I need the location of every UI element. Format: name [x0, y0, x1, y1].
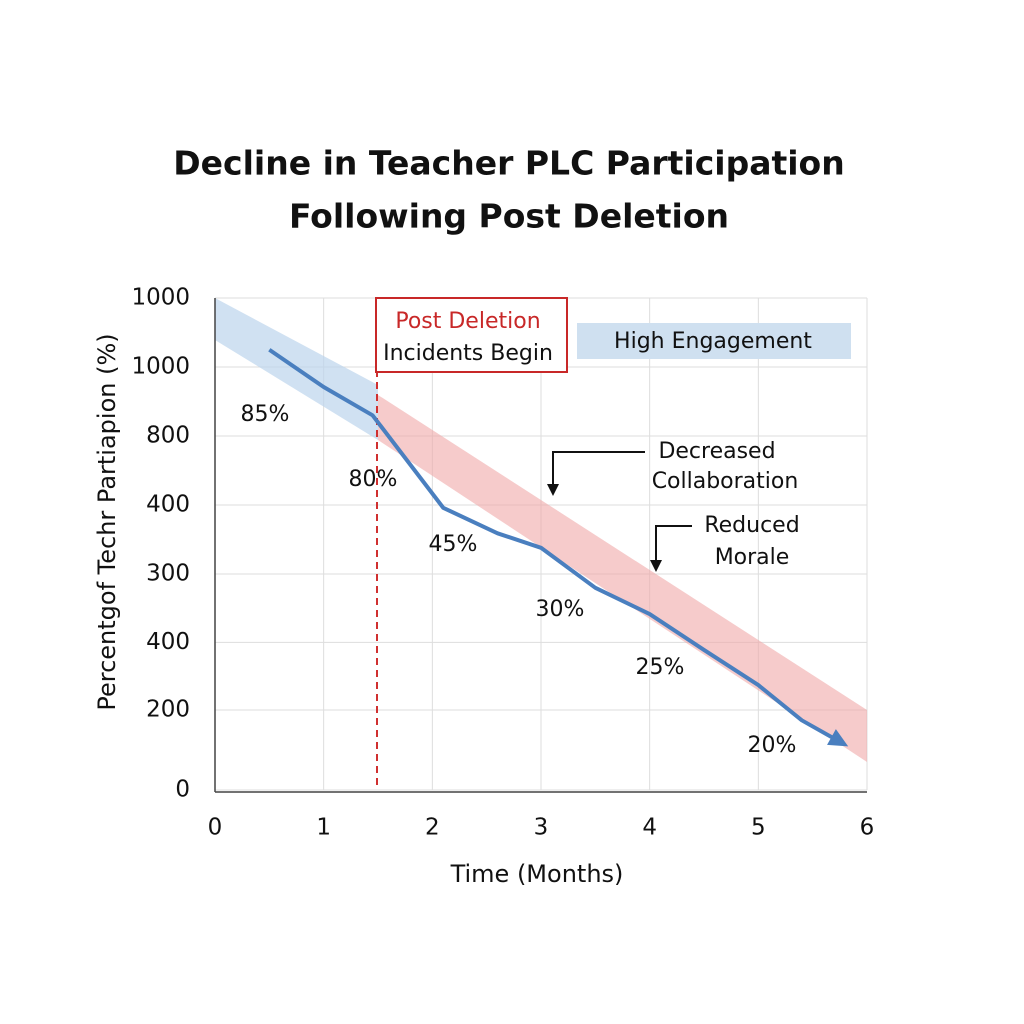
arrow-head: [650, 560, 662, 572]
x-tick-label: 0: [208, 815, 223, 841]
annotation: Collaboration: [652, 469, 799, 494]
data-line: [268, 348, 841, 744]
y-tick-label: 400: [146, 492, 190, 518]
y-tick-label: 800: [146, 423, 190, 449]
y-tick-label: 400: [146, 629, 190, 655]
annotation-arrow: [552, 451, 645, 492]
chart-title: Decline in Teacher PLC Participation: [173, 144, 844, 183]
y-tick-label: 200: [146, 696, 190, 722]
point-label: 30%: [536, 597, 585, 622]
point-label: 20%: [748, 733, 797, 758]
annotation: Decreased: [658, 439, 775, 464]
point-label: 45%: [429, 532, 478, 557]
point-label: 80%: [349, 467, 398, 492]
y-tick-label: 1000: [131, 285, 190, 311]
x-tick-label: 6: [860, 815, 875, 841]
point-label: 25%: [636, 655, 685, 680]
legend-box: [577, 323, 851, 359]
y-axis-label: Percentgof Techr Partiapion (%): [93, 333, 121, 710]
point-label: 85%: [241, 402, 290, 427]
x-tick-label: 4: [642, 815, 657, 841]
event-label: Post Deletion: [395, 309, 540, 334]
chart-title: Following Post Deletion: [289, 197, 729, 236]
legend-label: High Engagement: [614, 329, 812, 354]
annotation-arrow: [655, 525, 692, 568]
decline-band: [378, 395, 867, 762]
y-tick-label: 300: [146, 561, 190, 587]
annotation: Reduced: [704, 513, 799, 538]
y-tick-label: 0: [175, 777, 190, 803]
arrow-head: [547, 484, 559, 496]
x-tick-label: 1: [316, 815, 331, 841]
event-label: Incidents Begin: [383, 341, 553, 366]
line-arrow: [827, 729, 849, 747]
x-tick-label: 5: [751, 815, 766, 841]
y-tick-label: 1000: [131, 354, 190, 380]
annotation: Morale: [715, 545, 790, 570]
event-box: [375, 297, 568, 373]
x-tick-label: 2: [425, 815, 440, 841]
x-tick-label: 3: [534, 815, 549, 841]
x-axis-label: Time (Months): [450, 860, 624, 888]
